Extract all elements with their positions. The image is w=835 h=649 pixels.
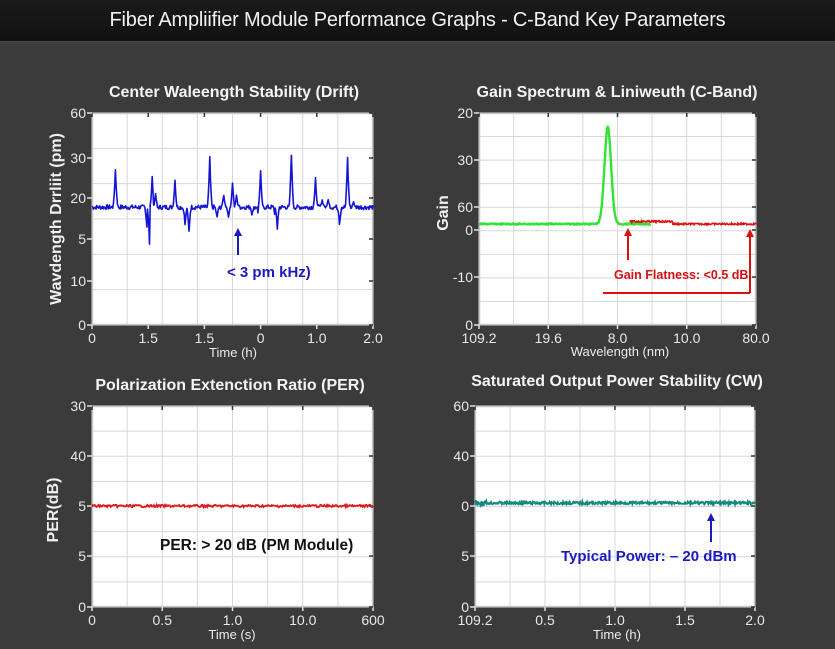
y-tick-label: 20 bbox=[70, 190, 86, 206]
plot-frame-outer bbox=[477, 111, 758, 327]
y-tick-label: 5 bbox=[78, 231, 86, 247]
x-tick-label: 109.2 bbox=[461, 330, 496, 346]
power-line bbox=[474, 497, 756, 509]
x-tick-label: 1.5 bbox=[675, 612, 695, 628]
x-tick-label: 2.0 bbox=[745, 612, 765, 628]
x-axis-label-drift: Time (h) bbox=[209, 345, 257, 360]
x-tick-label: 109.2 bbox=[457, 612, 492, 628]
y-tick-label: 0 bbox=[78, 317, 86, 333]
plot-area bbox=[92, 113, 373, 325]
drift-annotation: < 3 pm kHz) bbox=[227, 264, 311, 281]
x-axis-label-per: Time (s) bbox=[208, 627, 256, 642]
x-tick-label: 1.0 bbox=[307, 330, 327, 346]
y-tick-label: 0 bbox=[461, 599, 469, 615]
plot-frame-outer bbox=[473, 404, 757, 609]
y-tick-label: 30 bbox=[70, 398, 86, 414]
y-tick-label: 30 bbox=[70, 150, 86, 166]
x-tick-label: 600 bbox=[361, 612, 385, 628]
page-title: Fiber Ampliifier Module Performance Grap… bbox=[109, 9, 726, 31]
title-bar: Fiber Ampliifier Module Performance Grap… bbox=[0, 0, 835, 42]
y-tick-label: 40 bbox=[70, 448, 86, 464]
drift-line bbox=[91, 154, 374, 245]
x-tick-label: 0.5 bbox=[535, 612, 555, 628]
gain-red-line bbox=[629, 218, 757, 227]
x-tick-label: 0 bbox=[88, 330, 96, 346]
y-tick-label: 0 bbox=[461, 498, 469, 514]
x-tick-label: 19.6 bbox=[535, 330, 562, 346]
drift-arrow-head bbox=[234, 228, 242, 236]
y-axis-label-per: PER(dB) bbox=[45, 477, 62, 543]
x-tick-label: 80.0 bbox=[742, 330, 769, 346]
x-axis-label-gain: Wavelength (nm) bbox=[570, 344, 670, 359]
gain-arrow-left-head bbox=[624, 228, 632, 236]
y-tick-label: 40 bbox=[453, 448, 469, 464]
y-tick-label: 0 bbox=[465, 317, 473, 333]
chart-title-gain: Gain Spectrum & Liniweuth (C-Band) bbox=[476, 84, 758, 101]
y-tick-label: -10 bbox=[453, 269, 473, 285]
chart-title-per: Polarization Extenction Ratio (PER) bbox=[95, 377, 365, 394]
y-tick-label: 5 bbox=[78, 548, 86, 564]
gain-annotation: Gain Flatness: <0.5 dB bbox=[614, 268, 748, 282]
y-tick-label: 60 bbox=[457, 199, 473, 215]
x-tick-label: 0 bbox=[88, 612, 96, 628]
x-tick-label: 1.5 bbox=[195, 330, 215, 346]
x-tick-label: 1.5 bbox=[138, 330, 158, 346]
y-tick-label: 60 bbox=[70, 105, 86, 121]
plot-area bbox=[475, 406, 755, 607]
x-tick-label: 10.0 bbox=[673, 330, 700, 346]
x-tick-label: 1.0 bbox=[605, 612, 625, 628]
plot-area bbox=[92, 406, 373, 607]
y-tick-label: 5 bbox=[461, 548, 469, 564]
x-axis-label-power: Time (h) bbox=[593, 627, 641, 642]
y-tick-label: 5 bbox=[78, 498, 86, 514]
x-tick-label: 0 bbox=[257, 330, 265, 346]
x-tick-label: 1.0 bbox=[223, 612, 243, 628]
y-axis-label-gain: Gain bbox=[435, 195, 452, 231]
plot-frame bbox=[477, 111, 758, 327]
y-axis-label-drift: Wavdength Drrliit (pm) bbox=[48, 133, 65, 305]
plot-frame bbox=[90, 404, 375, 609]
y-tick-label: 30 bbox=[457, 152, 473, 168]
plot-frame-outer bbox=[90, 111, 375, 327]
y-tick-label: 60 bbox=[453, 398, 469, 414]
power-arrow-head bbox=[707, 513, 715, 521]
per-annotation: PER: > 20 dB (PM Module) bbox=[160, 537, 353, 554]
plot-area bbox=[479, 113, 756, 325]
gain-arrow-right-head bbox=[746, 229, 754, 237]
x-tick-label: 10.0 bbox=[289, 612, 316, 628]
y-tick-label: 10 bbox=[70, 273, 86, 289]
gain-green-line bbox=[478, 125, 652, 226]
chart-title-drift: Center Waleength Stability (Drift) bbox=[108, 84, 360, 101]
y-tick-label: 20 bbox=[457, 105, 473, 121]
x-tick-label: 0.5 bbox=[153, 612, 173, 628]
power-annotation: Typical Power: – 20 dBm bbox=[561, 548, 737, 565]
y-tick-label: 0 bbox=[78, 599, 86, 615]
per-line bbox=[91, 502, 374, 510]
plot-frame bbox=[473, 404, 757, 609]
plot-frame bbox=[90, 111, 375, 327]
x-tick-label: 2.0 bbox=[363, 330, 383, 346]
y-tick-label: 0 bbox=[465, 222, 473, 238]
plot-frame-outer bbox=[90, 404, 375, 609]
chart-title-power: Saturated Output Power Stability (CW) bbox=[471, 373, 763, 390]
